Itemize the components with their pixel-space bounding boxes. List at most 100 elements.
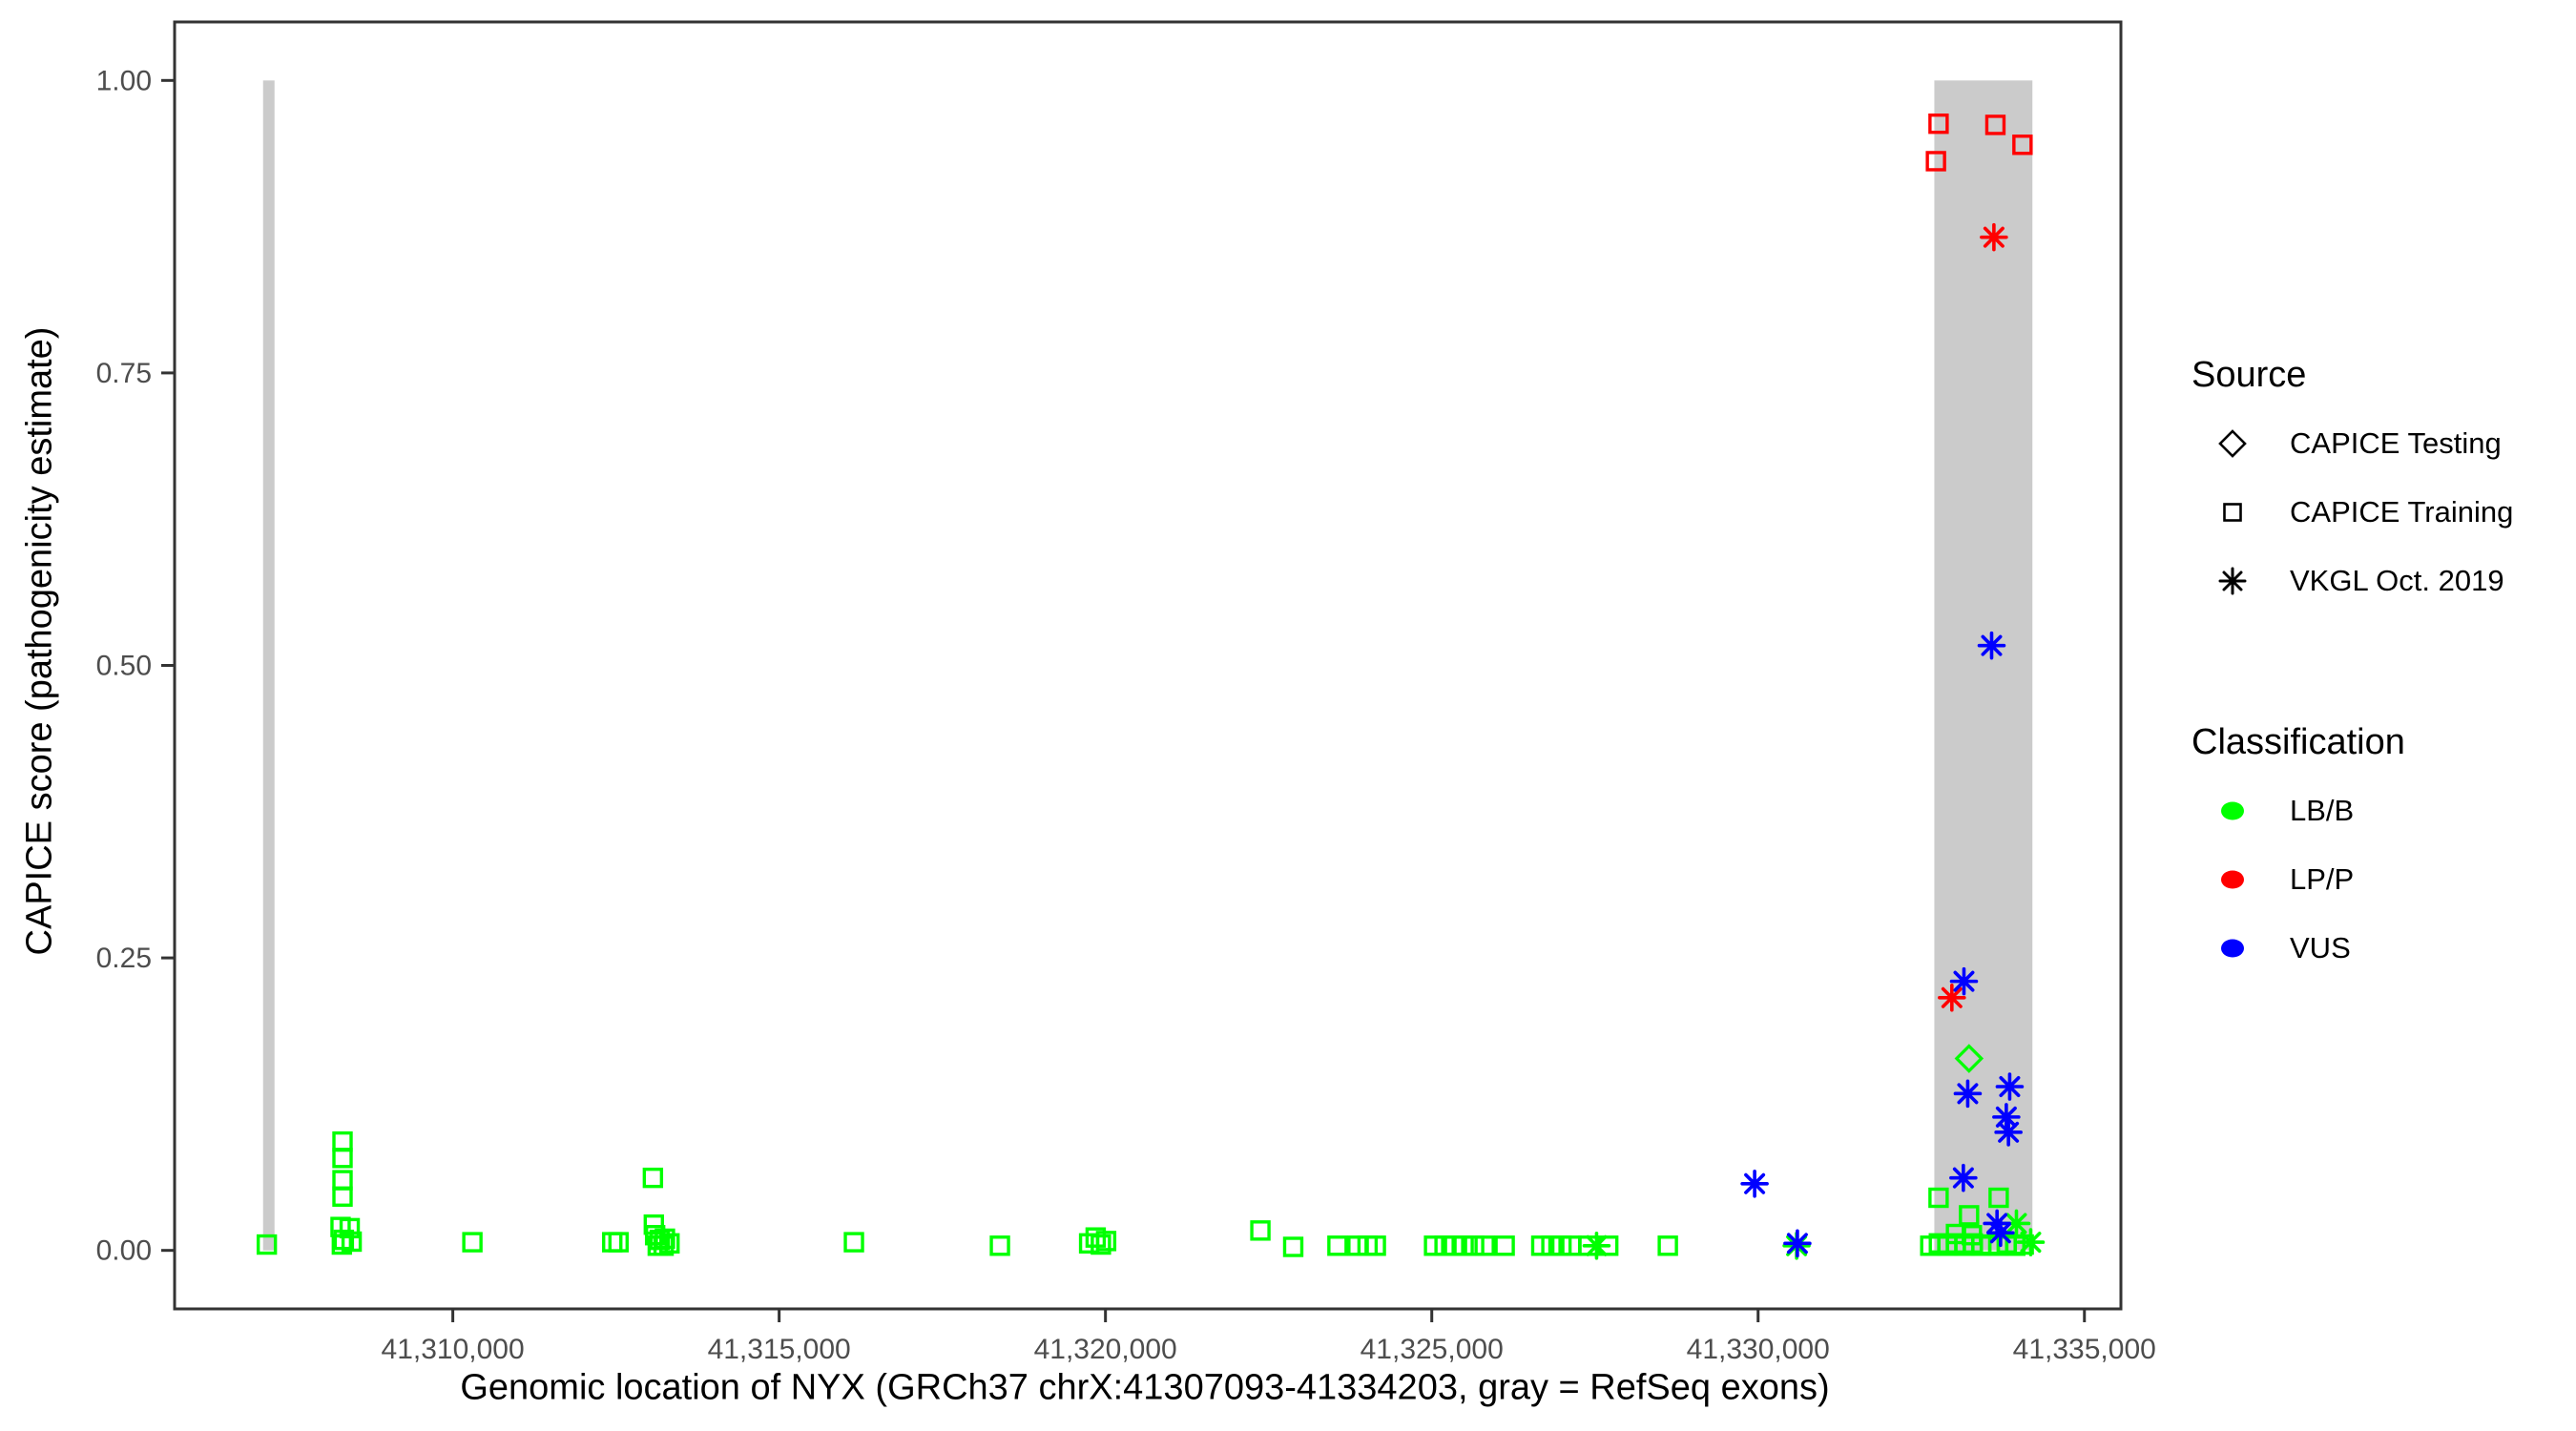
- panel-border: [173, 20, 2123, 1311]
- data-point-square: [1282, 1236, 1304, 1257]
- data-point-asterisk: [1783, 1229, 1812, 1258]
- series-lp-p-capice-training: [1925, 113, 2033, 172]
- x-tick-label: 41,325,000: [1361, 1334, 1504, 1365]
- series-lp-p-vkgl-oct-2019: [1938, 222, 2008, 1012]
- data-point-asterisk: [1740, 1169, 1769, 1198]
- data-point-square: [1327, 1235, 1348, 1256]
- data-point-square: [843, 1232, 864, 1253]
- data-point-square: [1494, 1235, 1515, 1256]
- data-point-asterisk: [1986, 1218, 2015, 1248]
- square-legend-icon: [2223, 503, 2242, 522]
- data-point-square: [1464, 1235, 1485, 1256]
- asterisk-legend-icon: [2218, 567, 2247, 595]
- legend-classification-item-vus: VUS: [2185, 914, 2566, 983]
- legend-classification-item-lp-p: LP/P: [2185, 845, 2566, 914]
- legend-source-item-capice-training: CAPICE Training: [2185, 478, 2566, 547]
- data-point-square: [1984, 114, 2006, 135]
- legend-icon-wrap: [2185, 920, 2280, 977]
- x-tick-label: 41,320,000: [1034, 1334, 1177, 1365]
- legend-item-label: VUS: [2290, 931, 2351, 964]
- data-point-square: [2012, 135, 2033, 156]
- data-point-square: [1657, 1235, 1678, 1256]
- y-tick-label: 0.75: [96, 358, 152, 389]
- x-tick-label: 41,335,000: [2013, 1334, 2156, 1365]
- legend-classification-items: LB/B LP/P VUS: [2185, 777, 2566, 983]
- data-point-square: [1959, 1205, 1980, 1226]
- legend-item-label: CAPICE Training: [2290, 495, 2514, 529]
- data-point-square: [1988, 1187, 2009, 1209]
- data-point-asterisk: [1977, 631, 2006, 660]
- legend-icon-wrap: [2185, 484, 2280, 541]
- legend-item-label: VKGL Oct. 2019: [2290, 564, 2504, 597]
- data-point-square: [1453, 1235, 1474, 1256]
- data-point-square: [989, 1235, 1010, 1256]
- data-point-square: [332, 1148, 353, 1169]
- legend-item-label: LP/P: [2290, 862, 2355, 896]
- legend-icon-wrap: [2185, 851, 2280, 908]
- legend-classification-title: Classification: [2192, 722, 2405, 762]
- data-point-square: [642, 1167, 664, 1189]
- data-point-square: [1250, 1220, 1271, 1241]
- legend-item-label: CAPICE Testing: [2290, 426, 2502, 460]
- series-lb-b-capice-training: [256, 1130, 2034, 1257]
- data-point-square: [256, 1234, 278, 1255]
- data-point-asterisk: [2002, 1209, 2031, 1238]
- data-point-square: [332, 1130, 353, 1152]
- data-point-square: [1095, 1231, 1117, 1252]
- data-point-asterisk: [1980, 222, 2008, 252]
- data-point-square: [1928, 1187, 1949, 1209]
- data-point-diamond: [1954, 1044, 1984, 1073]
- legend-item-label: LB/B: [2290, 794, 2355, 827]
- legend-source-item-capice-testing: CAPICE Testing: [2185, 409, 2566, 478]
- legend-source-title: Source: [2192, 355, 2307, 395]
- data-point-square: [332, 1186, 353, 1207]
- data-point-asterisk: [1983, 1209, 2011, 1238]
- circle-legend-icon: [2221, 939, 2244, 958]
- data-point-asterisk: [1949, 1163, 1978, 1192]
- data-point-square: [331, 1234, 353, 1255]
- legend-classification-item-lb-b: LB/B: [2185, 777, 2566, 845]
- refseq-exon-band: [262, 80, 275, 1251]
- data-point-square: [602, 1232, 623, 1253]
- diamond-legend-icon: [2218, 429, 2247, 458]
- data-point-square: [462, 1232, 483, 1253]
- y-tick-label: 0.50: [96, 651, 152, 682]
- circle-legend-icon: [2221, 870, 2244, 889]
- data-point-square: [1365, 1235, 1386, 1256]
- x-axis-title: Genomic location of NYX (GRCh37 chrX:413…: [460, 1367, 1830, 1408]
- data-point-asterisk: [1938, 983, 1966, 1012]
- x-tick-label: 41,330,000: [1687, 1334, 1830, 1365]
- series-vus-vkgl-oct-2019: [1740, 631, 2025, 1258]
- series-lb-b-capice-testing: [1954, 1044, 1984, 1073]
- legend-icon-wrap: [2185, 415, 2280, 472]
- data-point-square: [1474, 1235, 1495, 1256]
- data-point-asterisk: [1953, 1079, 1983, 1109]
- legend-icon-wrap: [2185, 782, 2280, 840]
- data-point-asterisk: [1949, 966, 1979, 996]
- y-tick-label: 1.00: [96, 65, 152, 96]
- data-point-square: [1928, 113, 1949, 135]
- data-point-square: [643, 1214, 665, 1235]
- data-point-square: [1091, 1234, 1111, 1255]
- data-point-asterisk: [2016, 1228, 2046, 1256]
- legend: Source CAPICE Testing CAPICE Training VKGL…: [2185, 336, 2566, 983]
- x-tick-label: 41,315,000: [708, 1334, 851, 1365]
- y-tick-label: 0.25: [96, 943, 152, 974]
- x-tick-label: 41,310,000: [382, 1334, 525, 1365]
- data-point-square: [1925, 151, 1946, 172]
- data-point-square: [608, 1232, 629, 1253]
- y-tick-label: 0.00: [96, 1235, 152, 1267]
- data-point-asterisk: [1995, 1072, 2025, 1101]
- data-point-asterisk: [1994, 1118, 2023, 1147]
- circle-legend-icon: [2221, 801, 2244, 820]
- data-point-asterisk: [1582, 1231, 1611, 1260]
- data-point-square: [1423, 1235, 1444, 1256]
- legend-icon-wrap: [2185, 552, 2280, 610]
- refseq-exon-band: [1934, 80, 2033, 1251]
- legend-source-items: CAPICE Testing CAPICE Training VKGL Oct. 2…: [2185, 409, 2566, 615]
- legend-source-item-vkgl-oct-2019: VKGL Oct. 2019: [2185, 547, 2566, 615]
- data-point-square: [659, 1233, 680, 1255]
- data-point-square: [332, 1170, 353, 1191]
- y-axis-title: CAPICE score (pathogenicity estimate): [19, 326, 60, 956]
